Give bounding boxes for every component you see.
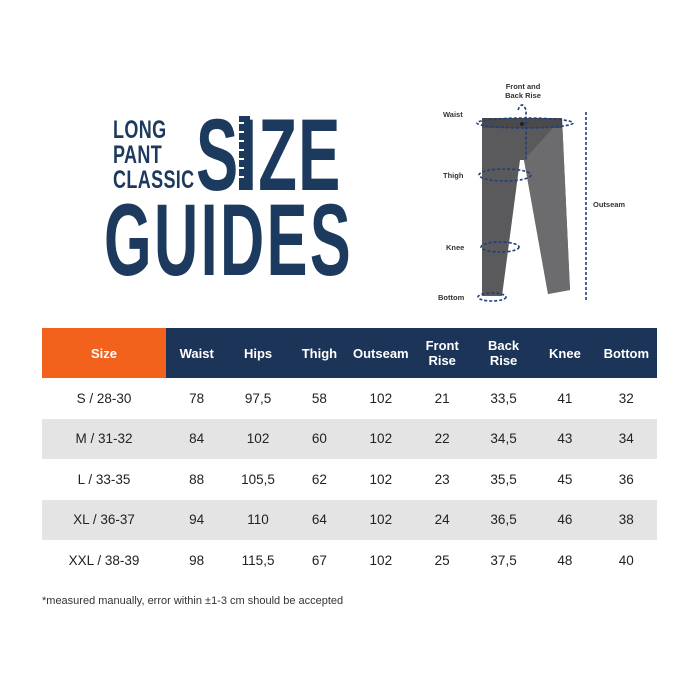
value-cell: 110 bbox=[227, 499, 289, 540]
value-cell: 23 bbox=[434, 471, 450, 487]
value-cell: 34,5 bbox=[472, 418, 535, 459]
table-header: Size Waist Hips Thigh Outseam Front Rise… bbox=[42, 328, 657, 378]
header-back-rise: Back Rise bbox=[472, 328, 535, 378]
value-cell: 102 bbox=[369, 471, 393, 487]
header-outseam: Outseam bbox=[350, 328, 412, 378]
table-row: M / 31-32 84 102 60 102 22 34,5 43 34 bbox=[42, 418, 657, 459]
value-cell: 48 bbox=[557, 552, 573, 568]
size-cell: L / 33-35 bbox=[77, 471, 131, 487]
footnote: *measured manually, error within ±1-3 cm… bbox=[42, 595, 344, 607]
value-cell: 102 bbox=[369, 390, 393, 406]
header-knee: Knee bbox=[534, 328, 596, 378]
value-cell: 102 bbox=[350, 418, 412, 459]
value-cell: 64 bbox=[288, 499, 351, 540]
title-guides: GUIDES bbox=[104, 183, 354, 297]
value-cell: 32 bbox=[618, 390, 634, 406]
pants-image bbox=[476, 104, 587, 302]
header-size: Size bbox=[42, 328, 166, 378]
size-table: Size Waist Hips Thigh Outseam Front Rise… bbox=[42, 328, 657, 581]
label-waist: Waist bbox=[443, 110, 463, 119]
value-cell: 102 bbox=[350, 499, 412, 540]
value-cell: 102 bbox=[369, 552, 393, 568]
ruler-icon bbox=[239, 116, 250, 190]
value-cell: 97,5 bbox=[244, 390, 272, 406]
value-cell: 37,5 bbox=[490, 552, 517, 568]
value-cell: 45 bbox=[557, 471, 573, 487]
value-cell: 34 bbox=[595, 418, 657, 459]
value-cell: 88 bbox=[189, 471, 205, 487]
value-cell: 22 bbox=[411, 418, 473, 459]
header-thigh: Thigh bbox=[288, 328, 351, 378]
value-cell: 67 bbox=[311, 552, 327, 568]
value-cell: 25 bbox=[434, 552, 450, 568]
value-cell: 35,5 bbox=[490, 471, 517, 487]
size-cell: S / 28-30 bbox=[76, 390, 132, 406]
value-cell: 58 bbox=[311, 390, 327, 406]
value-cell: 40 bbox=[618, 552, 634, 568]
header-front-rise: Front Rise bbox=[411, 328, 473, 378]
value-cell: 38 bbox=[595, 499, 657, 540]
value-cell: 41 bbox=[557, 390, 573, 406]
value-cell: 115,5 bbox=[241, 552, 275, 568]
value-cell: 105,5 bbox=[241, 471, 275, 487]
value-cell: 98 bbox=[189, 552, 205, 568]
table-row: L / 33-35 88 105,5 62 102 23 35,5 45 36 bbox=[42, 459, 657, 500]
title-size: SIZE bbox=[196, 98, 342, 212]
title-long: LONG bbox=[113, 116, 167, 144]
label-thigh: Thigh bbox=[443, 171, 464, 180]
value-cell: 33,5 bbox=[490, 390, 517, 406]
value-cell: 21 bbox=[434, 390, 450, 406]
value-cell: 84 bbox=[166, 418, 228, 459]
label-bottom: Bottom bbox=[438, 293, 465, 302]
value-cell: 102 bbox=[227, 418, 289, 459]
value-cell: 46 bbox=[534, 499, 596, 540]
label-rise: Front and Back Rise bbox=[505, 82, 541, 100]
table-row: XXL / 38-39 98 115,5 67 102 25 37,5 48 40 bbox=[42, 540, 657, 581]
value-cell: 24 bbox=[411, 499, 473, 540]
title-pant: PANT bbox=[113, 141, 163, 169]
size-cell: M / 31-32 bbox=[42, 418, 166, 459]
label-outseam: Outseam bbox=[593, 200, 626, 209]
size-cell: XXL / 38-39 bbox=[68, 552, 140, 568]
value-cell: 36,5 bbox=[472, 499, 535, 540]
value-cell: 78 bbox=[189, 390, 205, 406]
label-knee: Knee bbox=[446, 243, 465, 252]
value-cell: 60 bbox=[288, 418, 351, 459]
value-cell: 43 bbox=[534, 418, 596, 459]
title-classic: CLASSIC bbox=[113, 166, 195, 194]
value-cell: 62 bbox=[311, 471, 327, 487]
value-cell: 36 bbox=[618, 471, 634, 487]
header-hips: Hips bbox=[227, 328, 289, 378]
table-row: S / 28-30 78 97,5 58 102 21 33,5 41 32 bbox=[42, 378, 657, 419]
header-waist: Waist bbox=[166, 328, 228, 378]
value-cell: 94 bbox=[166, 499, 228, 540]
table-row: XL / 36-37 94 110 64 102 24 36,5 46 38 bbox=[42, 499, 657, 540]
header-bottom: Bottom bbox=[595, 328, 657, 378]
size-cell: XL / 36-37 bbox=[42, 499, 166, 540]
